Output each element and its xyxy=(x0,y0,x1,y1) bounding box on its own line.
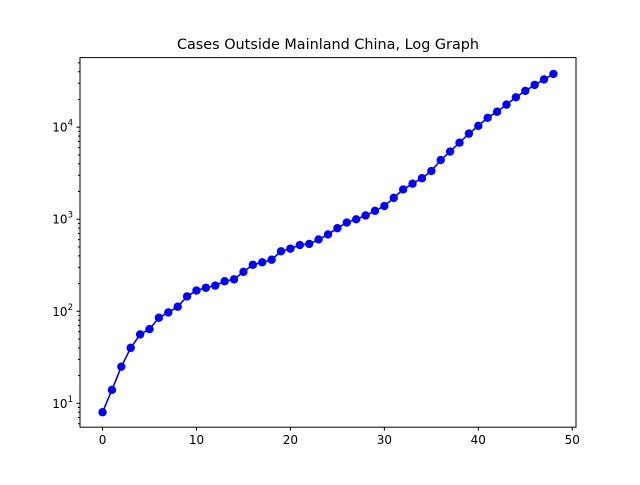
data-point xyxy=(492,107,502,116)
y-tick-label: 102 xyxy=(52,303,73,319)
data-point xyxy=(342,218,351,227)
x-axis: 0 10 20 30 40 50 xyxy=(99,427,580,447)
data-point xyxy=(389,193,398,203)
data-point xyxy=(211,281,220,290)
data-point xyxy=(276,247,286,256)
data-point xyxy=(351,215,361,224)
data-point xyxy=(192,286,201,295)
plot-area-frame xyxy=(79,57,577,428)
y-tick-label: 104 xyxy=(52,119,73,135)
data-point xyxy=(380,201,389,211)
data-point xyxy=(314,235,323,244)
x-tick-label: 0 xyxy=(99,433,107,447)
data-point xyxy=(98,408,107,417)
data-point xyxy=(295,240,305,250)
data-point xyxy=(323,230,333,239)
data-point xyxy=(549,69,558,79)
data-point xyxy=(239,267,248,277)
data-point xyxy=(182,292,192,301)
data-point xyxy=(258,258,267,267)
x-tick-label: 40 xyxy=(471,433,486,447)
data-point xyxy=(539,75,549,84)
x-tick-label: 30 xyxy=(377,433,392,447)
chart-title: Cases Outside Mainland China, Log Graph xyxy=(177,37,479,53)
data-point xyxy=(117,362,126,371)
data-point xyxy=(474,121,483,131)
x-tick-label: 50 xyxy=(565,433,580,447)
data-point xyxy=(267,255,276,264)
data-point xyxy=(145,324,154,334)
data-point xyxy=(135,330,145,339)
data-point xyxy=(370,206,380,216)
data-point xyxy=(220,277,229,286)
data-point xyxy=(126,343,135,353)
data-point xyxy=(229,275,239,284)
data-point xyxy=(408,179,417,188)
data-point xyxy=(333,223,342,233)
data-point xyxy=(154,313,164,322)
data-point xyxy=(417,174,427,183)
data-point xyxy=(530,80,539,90)
y-axis: 101 102 103 104 xyxy=(52,62,80,425)
series-layer xyxy=(98,69,558,417)
data-point xyxy=(248,260,258,269)
data-point xyxy=(436,155,445,165)
y-tick-label: 101 xyxy=(52,395,73,411)
data-point xyxy=(398,185,408,194)
data-point xyxy=(361,211,370,220)
x-tick-label: 10 xyxy=(189,433,204,447)
x-tick-label: 20 xyxy=(283,433,298,447)
data-point xyxy=(483,113,492,122)
data-point xyxy=(173,302,182,311)
y-tick-label: 103 xyxy=(52,211,73,227)
data-point xyxy=(107,385,117,395)
data-point xyxy=(445,147,455,156)
data-point xyxy=(511,93,521,102)
data-point xyxy=(502,100,511,109)
data-point xyxy=(427,166,436,176)
data-point xyxy=(521,86,530,96)
data-point xyxy=(201,283,211,292)
data-point xyxy=(455,138,464,147)
data-point xyxy=(286,244,295,253)
data-point xyxy=(464,129,474,138)
data-point xyxy=(305,239,314,249)
data-point xyxy=(164,308,173,317)
